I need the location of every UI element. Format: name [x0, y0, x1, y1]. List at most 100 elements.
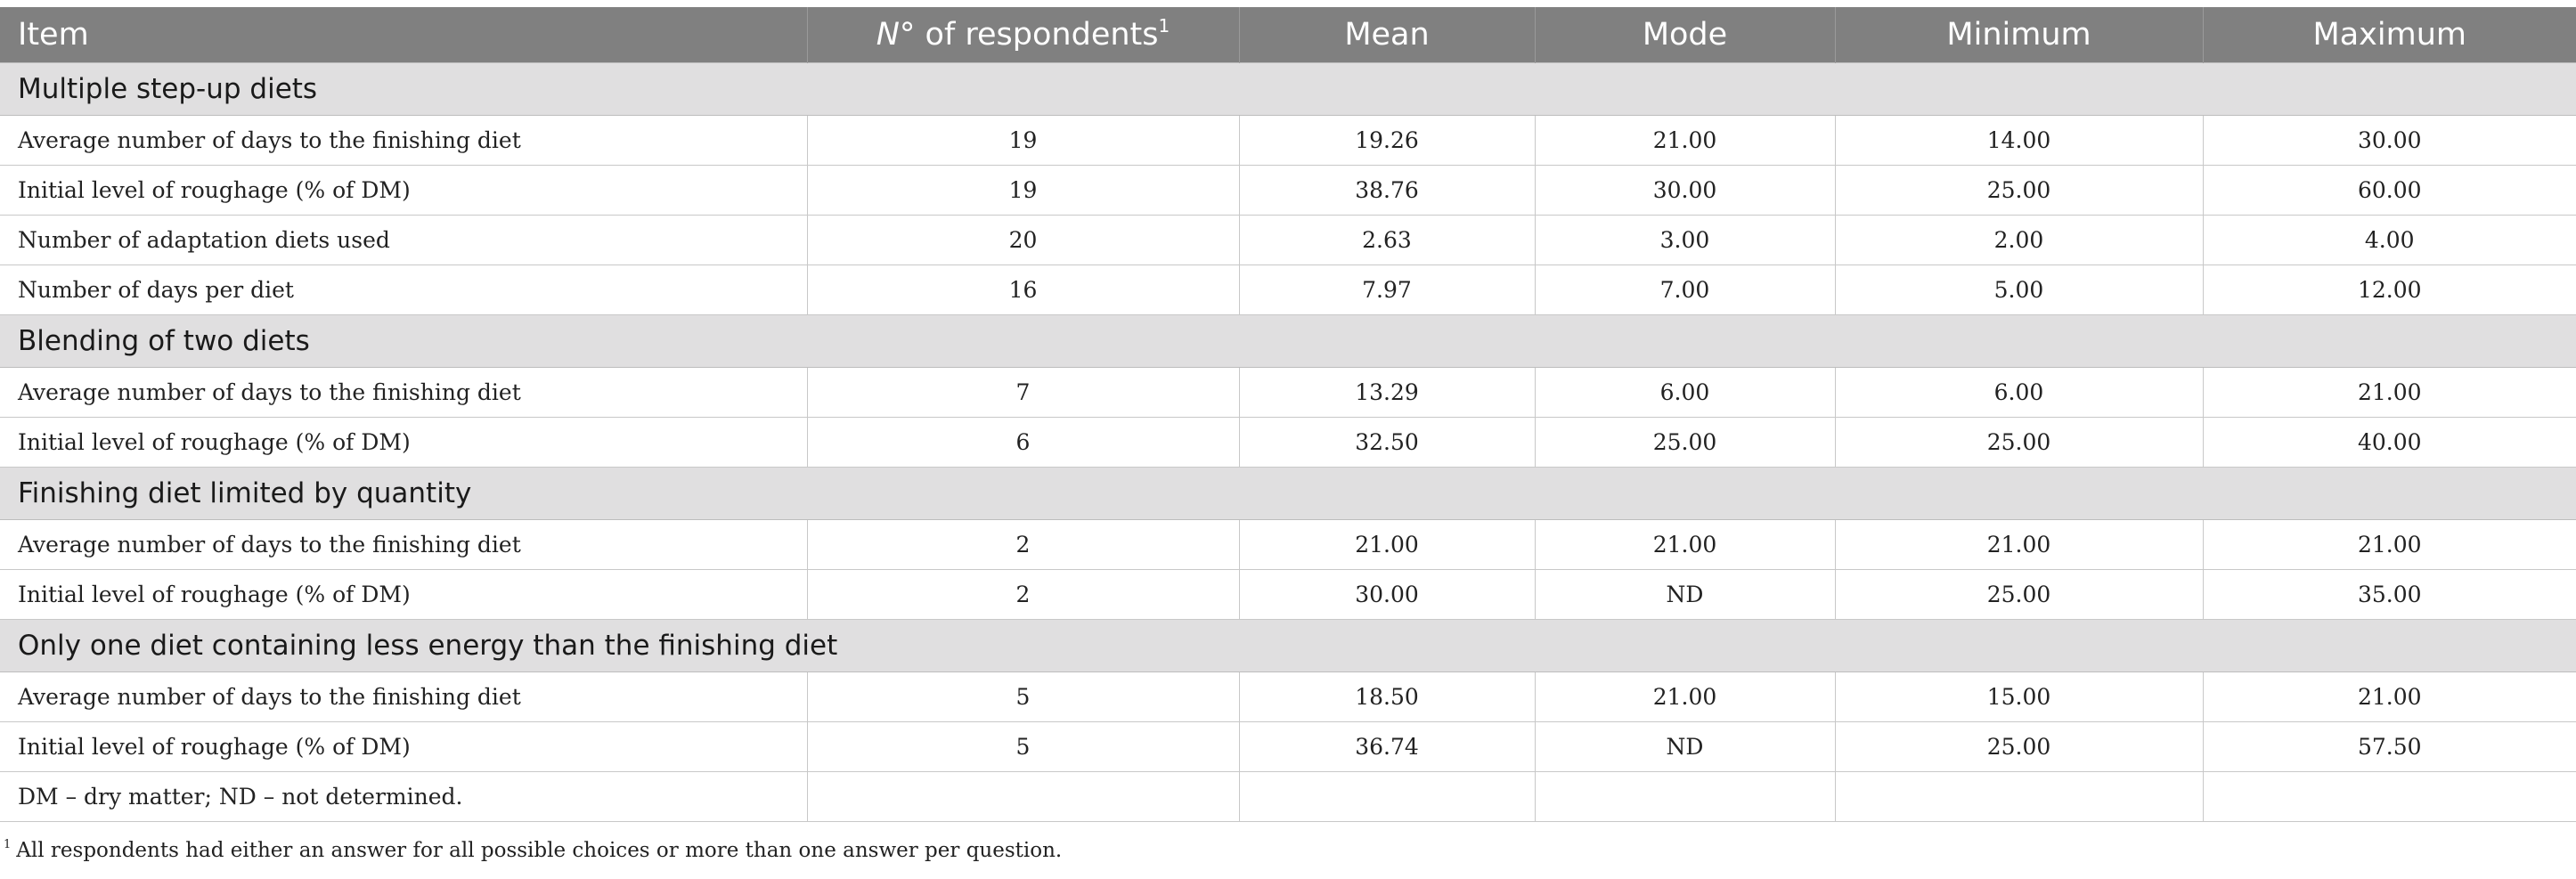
cell-mode: 25.00 — [1535, 417, 1836, 468]
cell-mean: 21.00 — [1239, 519, 1536, 570]
cell-item: Initial level of roughage (% of DM) — [0, 569, 808, 620]
cell-minimum: 25.00 — [1835, 417, 2204, 468]
cell-mode: 6.00 — [1535, 367, 1836, 418]
cell-maximum: 30.00 — [2203, 115, 2576, 166]
cell-item: Initial level of roughage (% of DM) — [0, 417, 808, 468]
header-respondents-footnote-marker: 1 — [1158, 14, 1170, 37]
cell-item: Average number of days to the finishing … — [0, 367, 808, 418]
table-row: Average number of days to the finishing … — [0, 519, 2576, 570]
table-header: Item N° of respondents1 Mean Mode Minimu… — [0, 7, 2576, 62]
header-respondents-n: N — [876, 16, 900, 53]
cell-respondents: 7 — [807, 367, 1240, 418]
cell-mean: 38.76 — [1239, 165, 1536, 216]
header-item: Item — [0, 7, 808, 62]
section-row: Only one diet containing less energy tha… — [0, 618, 2576, 672]
header-maximum: Maximum — [2312, 16, 2466, 53]
table-footnote: 1 All respondents had either an answer fo… — [4, 839, 1062, 862]
section-row: Finishing diet limited by quantity — [0, 466, 2576, 520]
cell-maximum: 57.50 — [2203, 721, 2576, 772]
cell-item: Initial level of roughage (% of DM) — [0, 165, 808, 216]
cell-respondents: 5 — [807, 671, 1240, 722]
header-mode: Mode — [1535, 7, 1836, 62]
header-minimum: Minimum — [1835, 7, 2204, 62]
section-title: Multiple step-up diets — [0, 61, 2576, 116]
cell-mean: 36.74 — [1239, 721, 1536, 772]
section-row: Blending of two diets — [0, 313, 2576, 368]
cell-item: Number of days per diet — [0, 265, 808, 315]
footnote-marker: 1 — [4, 838, 12, 851]
cell-respondents: 16 — [807, 265, 1240, 315]
abbreviations-text: DM – dry matter; ND – not determined. — [0, 771, 808, 822]
empty-cell — [1835, 771, 2204, 822]
cell-mode: 3.00 — [1535, 215, 1836, 265]
table-row: Initial level of roughage (% of DM) 2 30… — [0, 569, 2576, 620]
cell-maximum: 40.00 — [2203, 417, 2576, 468]
cell-mean: 13.29 — [1239, 367, 1536, 418]
table-row: Initial level of roughage (% of DM) 5 36… — [0, 721, 2576, 772]
cell-mean: 7.97 — [1239, 265, 1536, 315]
cell-item: Number of adaptation diets used — [0, 215, 808, 265]
cell-mean: 18.50 — [1239, 671, 1536, 722]
cell-mode: ND — [1535, 721, 1836, 772]
cell-respondents: 2 — [807, 569, 1240, 620]
cell-maximum: 35.00 — [2203, 569, 2576, 620]
cell-mean: 2.63 — [1239, 215, 1536, 265]
cell-maximum: 21.00 — [2203, 671, 2576, 722]
cell-maximum: 21.00 — [2203, 519, 2576, 570]
cell-respondents: 19 — [807, 115, 1240, 166]
respondents-table: Item N° of respondents1 Mean Mode Minimu… — [0, 7, 2576, 822]
cell-minimum: 5.00 — [1835, 265, 2204, 315]
cell-minimum: 21.00 — [1835, 519, 2204, 570]
header-mean: Mean — [1239, 7, 1536, 62]
header-row: Item N° of respondents1 Mean Mode Minimu… — [0, 7, 2576, 62]
table-row: Average number of days to the finishing … — [0, 367, 2576, 418]
cell-respondents: 6 — [807, 417, 1240, 468]
header-respondents-label: ° of respondents — [899, 16, 1159, 53]
section-row: Multiple step-up diets — [0, 61, 2576, 116]
cell-maximum: 12.00 — [2203, 265, 2576, 315]
cell-respondents: 2 — [807, 519, 1240, 570]
section-title: Finishing diet limited by quantity — [0, 466, 2576, 520]
table-row: Initial level of roughage (% of DM) 6 32… — [0, 417, 2576, 468]
cell-item: Average number of days to the finishing … — [0, 519, 808, 570]
cell-mode: ND — [1535, 569, 1836, 620]
table-row: Average number of days to the finishing … — [0, 671, 2576, 722]
table-row: Initial level of roughage (% of DM) 19 3… — [0, 165, 2576, 216]
cell-item: Average number of days to the finishing … — [0, 115, 808, 166]
cell-mode: 21.00 — [1535, 519, 1836, 570]
cell-minimum: 14.00 — [1835, 115, 2204, 166]
table-body: Multiple step-up diets Average number of… — [0, 61, 2576, 822]
cell-item: Average number of days to the finishing … — [0, 671, 808, 722]
cell-mode: 30.00 — [1535, 165, 1836, 216]
cell-minimum: 25.00 — [1835, 569, 2204, 620]
header-respondents: N° of respondents1 — [807, 7, 1240, 62]
cell-minimum: 2.00 — [1835, 215, 2204, 265]
cell-mean: 32.50 — [1239, 417, 1536, 468]
cell-maximum: 60.00 — [2203, 165, 2576, 216]
cell-mode: 21.00 — [1535, 671, 1836, 722]
table-row: Number of days per diet 16 7.97 7.00 5.0… — [0, 265, 2576, 315]
cell-mode: 7.00 — [1535, 265, 1836, 315]
cell-item: Initial level of roughage (% of DM) — [0, 721, 808, 772]
section-title: Blending of two diets — [0, 313, 2576, 368]
table-row: Number of adaptation diets used 20 2.63 … — [0, 215, 2576, 265]
cell-minimum: 25.00 — [1835, 721, 2204, 772]
footnote-text: All respondents had either an answer for… — [16, 839, 1063, 862]
cell-minimum: 6.00 — [1835, 367, 2204, 418]
cell-maximum: 4.00 — [2203, 215, 2576, 265]
empty-cell — [2203, 771, 2576, 822]
cell-respondents: 5 — [807, 721, 1240, 772]
cell-mean: 30.00 — [1239, 569, 1536, 620]
data-table-container: Item N° of respondents1 Mean Mode Minimu… — [0, 7, 2576, 822]
cell-minimum: 25.00 — [1835, 165, 2204, 216]
cell-mode: 21.00 — [1535, 115, 1836, 166]
empty-cell — [807, 771, 1240, 822]
cell-respondents: 19 — [807, 165, 1240, 216]
cell-respondents: 20 — [807, 215, 1240, 265]
table-row: Average number of days to the finishing … — [0, 115, 2576, 166]
section-title: Only one diet containing less energy tha… — [0, 618, 2576, 672]
abbreviations-row: DM – dry matter; ND – not determined. — [0, 771, 2576, 822]
cell-maximum: 21.00 — [2203, 367, 2576, 418]
empty-cell — [1535, 771, 1836, 822]
cell-mean: 19.26 — [1239, 115, 1536, 166]
